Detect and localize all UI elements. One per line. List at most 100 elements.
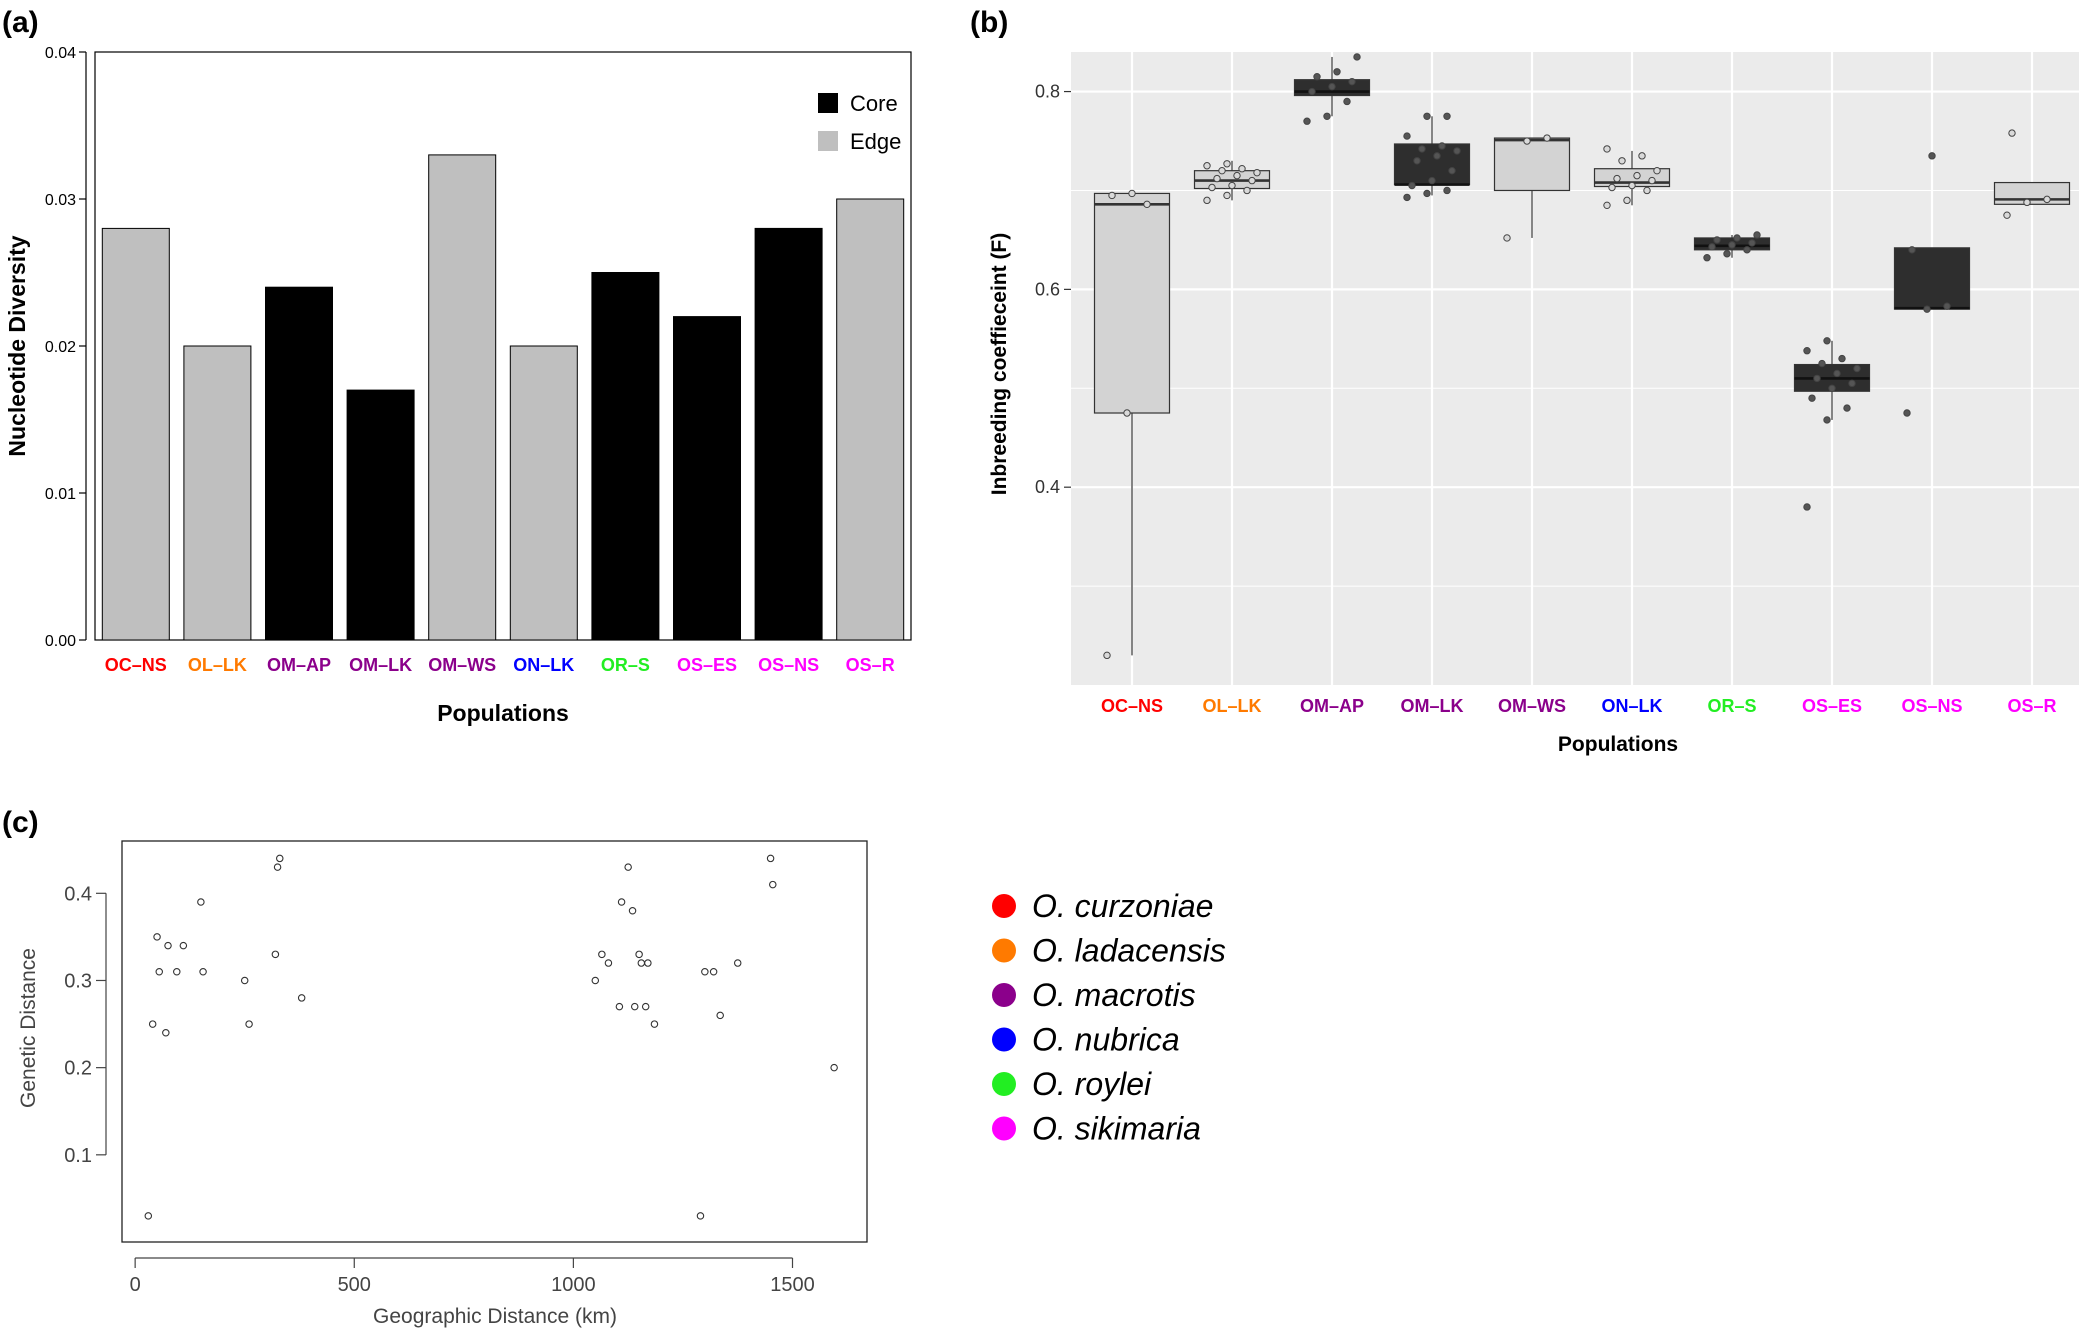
box-point-on-lk [1633, 171, 1641, 180]
box-point-om-lk [1428, 176, 1436, 185]
box-point-on-lk [1613, 174, 1621, 183]
box-point-om-lk [1448, 166, 1456, 175]
scatter-point [162, 1029, 170, 1037]
panel-b-category-label: ON–LK [1601, 696, 1662, 716]
box-point-oc-ns [1128, 189, 1136, 198]
legend-edge-swatch [818, 131, 838, 151]
box-point-ol-lk [1253, 168, 1261, 177]
panel-c-x-tick-label: 500 [338, 1274, 371, 1296]
box-point-ol-lk [1218, 166, 1226, 175]
panel-b-category-label: OS–NS [1901, 696, 1962, 716]
bar-oc-ns [101, 227, 170, 641]
panel-a: (a) 0.00 0.01 0.02 0.03 0.04 OC–NS OL–LK OM–AP… [2, 6, 912, 726]
box-point-oc-ns [1108, 191, 1116, 200]
box-point-or-s [1703, 254, 1711, 262]
panel-b-y-title: Inbreeding coeffieceint (F) [988, 233, 1011, 496]
box-point-ol-lk [1223, 160, 1231, 168]
box-point-om-lk [1418, 145, 1426, 153]
box-point-os-es [1843, 404, 1851, 412]
box-point-on-lk [1628, 181, 1636, 190]
scatter-point [598, 950, 606, 959]
box-point-oc-ns [1143, 200, 1151, 209]
box-point-om-ap [1348, 77, 1356, 86]
box-point-on-lk [1648, 176, 1656, 185]
box-point-on-lk [1653, 166, 1661, 175]
panel-a-category-label: OS–ES [677, 655, 737, 675]
box-point-os-ns [1928, 152, 1936, 160]
box-point-om-lk [1403, 132, 1411, 140]
box-point-os-es [1838, 354, 1846, 363]
scatter-point [696, 1212, 705, 1220]
box-point-on-lk [1603, 201, 1611, 210]
bar-os-r [836, 198, 905, 641]
panel-a-category-labels: OC–NS OL–LK OM–AP OM–LK OM–WS ON–LK OR–S OS–ES O… [105, 655, 895, 675]
box-point-os-ns [1943, 302, 1951, 310]
box-point-om-ap [1308, 87, 1316, 96]
panel-a-y-axis: 0.00 0.01 0.02 0.03 0.04 [45, 45, 87, 650]
scatter-point [830, 1063, 838, 1072]
box-point-ol-lk [1243, 186, 1251, 195]
scatter-point [716, 1011, 724, 1020]
scatter-point [733, 959, 742, 967]
box-point-os-es [1833, 369, 1841, 378]
box-point-om-ap [1313, 73, 1321, 81]
scatter-point [635, 950, 643, 959]
species-swatch [992, 1072, 1016, 1096]
scatter-point [148, 1020, 157, 1028]
panel-c-y-tick-label: 0.3 [64, 970, 92, 992]
box-point-os-r [2043, 195, 2051, 204]
panel-a-y-tick-label: 0.01 [45, 486, 76, 503]
box-point-os-ns [1908, 246, 1916, 254]
panel-c-y-tick-label: 0.1 [64, 1145, 92, 1167]
panel-b-category-labels: OC–NS OL–LK OM–AP OM–LK OM–WS ON–LK OR–S OS–ES O… [1101, 696, 2057, 716]
panel-b-y-tick-label: 0.6 [1035, 279, 1060, 299]
scatter-point [709, 968, 718, 976]
species-swatch [992, 983, 1016, 1007]
bar-om-ap [265, 286, 333, 641]
box-point-on-lk [1603, 145, 1611, 153]
box-point-om-lk [1438, 142, 1446, 150]
box-point-os-es [1813, 374, 1821, 383]
panel-a-category-label: OC–NS [105, 655, 167, 675]
panel-a-category-label: OM–WS [428, 655, 496, 675]
panel-c-label: (c) [2, 806, 39, 839]
species-label: O. sikimaria [1032, 1111, 1201, 1147]
box-point-os-ns [1923, 305, 1931, 313]
box-point-om-ws [1523, 137, 1531, 145]
box-point-om-ap [1353, 53, 1361, 61]
panel-a-category-label: OL–LK [188, 655, 247, 675]
bar-om-ws [428, 154, 497, 641]
panel-b-category-label: OS–R [2007, 696, 2056, 716]
panel-b-category-label: OR–S [1707, 696, 1756, 716]
scatter-point [273, 863, 282, 871]
panel-b-category-label: OL–LK [1202, 696, 1261, 716]
panel-b-background [1071, 52, 2079, 685]
scatter-point [591, 976, 600, 985]
scatter-point [164, 941, 172, 950]
panel-c: (c) 0 500 1000 1500 0.1 0.2 0.3 0.4 Geographic … [2, 806, 868, 1328]
box-os-r [1993, 181, 2071, 205]
box-point-om-lk [1433, 152, 1441, 160]
scatter-point [240, 976, 249, 985]
scatter-point [297, 994, 306, 1002]
panel-b-category-label: OC–NS [1101, 696, 1163, 716]
box-point-om-ap [1323, 112, 1331, 120]
panel-b-category-label: OM–WS [1498, 696, 1566, 716]
box-point-om-lk [1403, 193, 1411, 202]
box-point-om-lk [1408, 181, 1416, 190]
panel-c-x-tick-label: 1500 [770, 1274, 815, 1296]
scatter-point [155, 968, 164, 976]
scatter-point [617, 898, 626, 906]
box-point-os-es [1823, 337, 1831, 345]
box-point-om-ws [1543, 134, 1551, 142]
bar-ol-lk [183, 345, 252, 641]
box-point-os-r [2003, 211, 2011, 219]
species-label: O. nubrica [1032, 1022, 1180, 1058]
box-point-om-ap [1333, 68, 1341, 76]
scatter-point [650, 1020, 659, 1028]
box-point-ol-lk [1213, 174, 1221, 183]
box-point-om-lk [1443, 186, 1451, 195]
box-point-om-lk [1443, 112, 1451, 120]
panel-c-x-title: Geographic Distance (km) [373, 1305, 617, 1328]
species-swatch [992, 1027, 1016, 1052]
